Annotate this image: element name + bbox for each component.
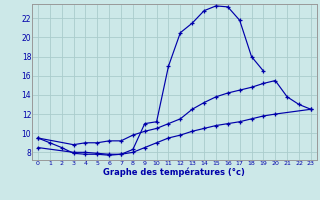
X-axis label: Graphe des températures (°c): Graphe des températures (°c) bbox=[103, 167, 245, 177]
